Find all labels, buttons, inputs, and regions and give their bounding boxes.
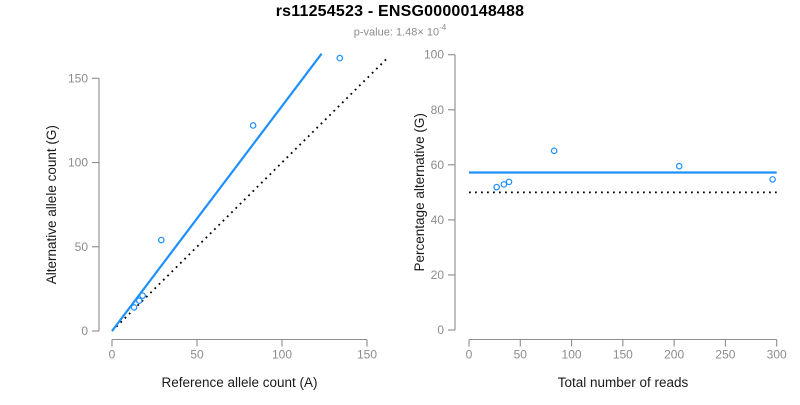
y-axis-tick-label: 40 [431, 213, 445, 227]
y-axis-tick-label: 20 [431, 268, 445, 282]
x-axis-tick-label: 150 [613, 348, 633, 362]
x-axis-title: Total number of reads [558, 375, 689, 390]
data-point [769, 176, 776, 183]
y-axis-tick-label: 50 [75, 240, 89, 254]
x-axis-tick-label: 250 [715, 348, 735, 362]
fit-line [111, 53, 323, 332]
x-axis-tick-label: 50 [190, 348, 204, 362]
y-axis-tick-label: 60 [431, 158, 445, 172]
data-point [130, 304, 138, 311]
data-point [550, 147, 558, 155]
left-plot-allele-counts: 0 50 100 150 Reference allele count (A) 0 50 10… [44, 53, 389, 390]
data-point [139, 292, 146, 299]
y-axis-tick-label: 0 [81, 324, 88, 338]
right-plot-percentage: 0 50 100 150 200 250 300 Total number of reads 0… [412, 48, 787, 390]
y-axis-tick-label: 100 [68, 156, 88, 170]
y-axis-tick-label: 80 [431, 103, 445, 117]
y-axis-title: Percentage alternative (G) [412, 113, 427, 271]
x-axis-tick-label: 0 [109, 348, 116, 362]
x-axis-title: Reference allele count (A) [161, 375, 317, 390]
x-axis-tick-label: 150 [357, 348, 377, 362]
x-axis-tick-label: 100 [562, 348, 582, 362]
x-axis-tick-label: 100 [272, 348, 292, 362]
y-axis-title: Alternative allele count (G) [44, 125, 59, 284]
data-point [249, 122, 257, 129]
data-point [675, 162, 683, 170]
y-axis-tick-label: 0 [437, 323, 444, 337]
data-point [505, 178, 513, 186]
y-axis-tick-label: 100 [424, 48, 444, 62]
x-axis-tick-label: 200 [664, 348, 684, 362]
data-point [158, 236, 165, 244]
data-point [135, 297, 143, 304]
x-axis-tick-label: 0 [466, 348, 473, 362]
data-point [493, 183, 500, 191]
data-point [336, 54, 344, 62]
y-axis-tick-label: 150 [68, 71, 88, 85]
identity-line [111, 57, 389, 332]
x-axis-tick-label: 300 [767, 348, 787, 362]
data-point [500, 181, 508, 188]
x-axis-tick-label: 50 [514, 348, 528, 362]
